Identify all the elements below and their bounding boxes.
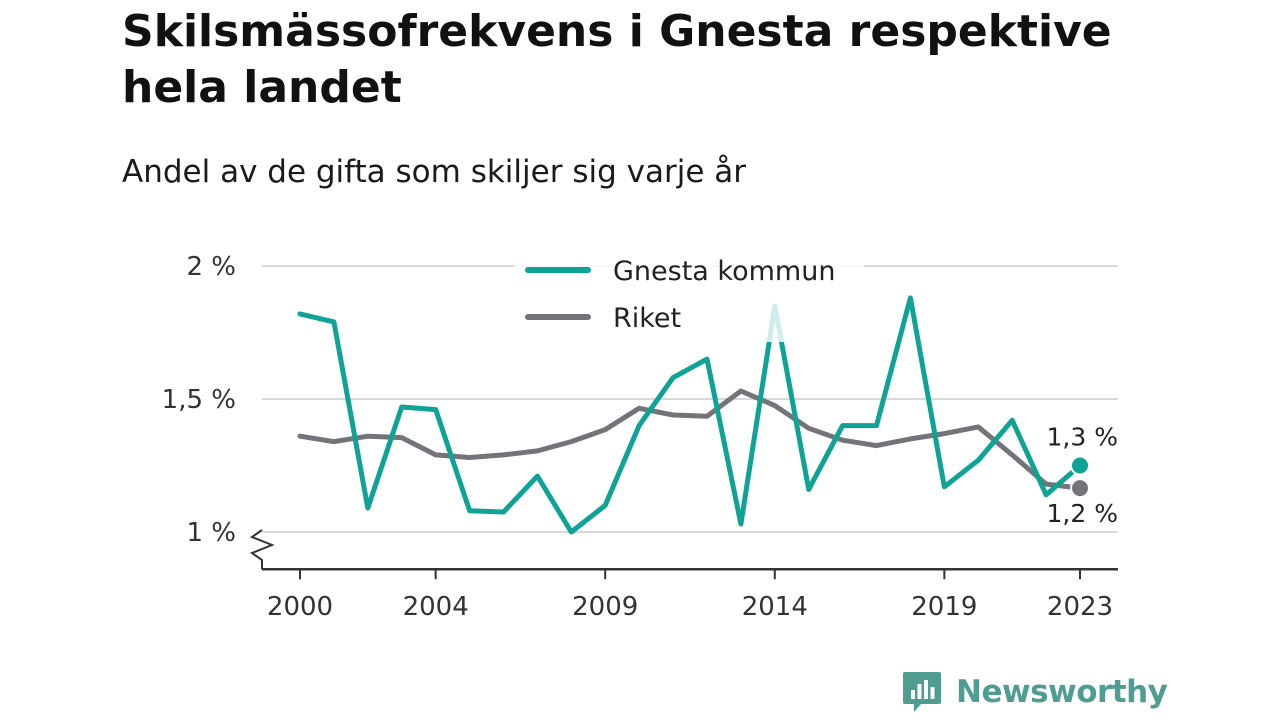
series-end-point <box>1070 478 1090 499</box>
legend-background <box>514 246 864 342</box>
bar-chart-speech-bubble-icon <box>903 672 941 712</box>
end-label-riket: 1,2 % <box>1047 499 1118 528</box>
series-line <box>297 295 1083 535</box>
end-label-gnesta: 1,3 % <box>1047 423 1118 452</box>
legend-label: Riket <box>613 303 681 334</box>
y-tick-label: 2 % <box>186 252 236 282</box>
series-lines <box>297 295 1090 535</box>
series-end-point <box>1070 455 1090 476</box>
x-tick-label: 2009 <box>572 592 638 622</box>
y-tick-label: 1 % <box>186 518 236 548</box>
end-labels: 1,3 % 1,2 % <box>1047 423 1118 529</box>
x-tick-label: 2000 <box>267 592 333 622</box>
brand-logo: Newsworthy <box>902 668 1168 716</box>
chart-title: Skilsmässofrekvens i Gnesta respektive h… <box>122 6 1112 113</box>
y-tick-label: 1,5 % <box>162 385 236 415</box>
legend-label: Gnesta kommun <box>613 256 835 287</box>
series-line <box>297 388 1083 491</box>
x-tick-label: 2004 <box>403 592 469 622</box>
x-tick-label: 2023 <box>1047 592 1113 622</box>
axes: 1 % 1,5 % 2 % 2000 2004 2009 2014 2019 2023 <box>162 252 1118 622</box>
chart-subtitle: Andel av de gifta som skiljer sig varje … <box>122 154 746 190</box>
legend: Gnesta kommun Riket <box>514 246 864 342</box>
x-tick-label: 2019 <box>911 592 977 622</box>
x-tick-label: 2014 <box>742 592 808 622</box>
axis-break <box>249 529 275 570</box>
brand-name: Newsworthy <box>956 674 1168 710</box>
